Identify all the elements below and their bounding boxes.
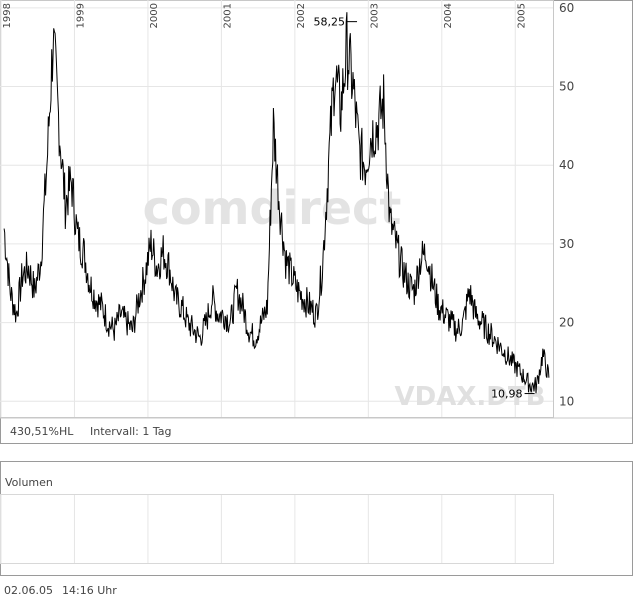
x-tick-label: 2002	[296, 3, 307, 28]
grid-lines	[0, 0, 553, 417]
watermark-layer: comdirect VDAX.DTB	[143, 181, 546, 412]
y-tick-label: 20	[559, 316, 574, 330]
x-tick-label: 2004	[443, 3, 454, 28]
plot-area	[0, 0, 554, 418]
volume-label: Volumen	[5, 476, 53, 489]
min-annotation: 10,98	[491, 388, 523, 401]
y-tick-label: 60	[559, 1, 574, 15]
x-tick-label: 2000	[149, 3, 160, 28]
x-tick-label: 2003	[369, 3, 380, 28]
volume-grid-lines	[0, 495, 516, 563]
timestamp-time: 14:16 Uhr	[62, 584, 117, 597]
series-line-vdax	[3, 12, 550, 394]
x-tick-label: 2005	[516, 3, 527, 28]
y-tick-label: 10	[559, 394, 574, 408]
x-tick-label: 1998	[2, 3, 13, 28]
annotations: 58,25 10,98	[314, 16, 535, 401]
instrument-label: VDAX.DTB	[395, 382, 546, 412]
y-tick-label: 50	[559, 80, 574, 94]
volume-plot-area	[0, 494, 554, 564]
y-tick-label: 40	[559, 158, 574, 172]
x-tick-label: 2001	[222, 3, 233, 28]
interval-info: Intervall: 1 Tag	[90, 425, 172, 438]
timestamp-date: 02.06.05	[4, 584, 53, 597]
y-axis-labels: 10 20 30 40 50 60	[559, 1, 574, 408]
x-tick-label: 1999	[75, 3, 86, 28]
range-info: 430,51%HL	[10, 425, 74, 438]
y-tick-label: 30	[559, 237, 574, 251]
watermark-text: comdirect	[143, 181, 402, 235]
x-axis-labels: 1998 1999 2000 2001 2002 2003 2004 2005	[2, 3, 527, 28]
max-annotation: 58,25	[314, 16, 346, 29]
